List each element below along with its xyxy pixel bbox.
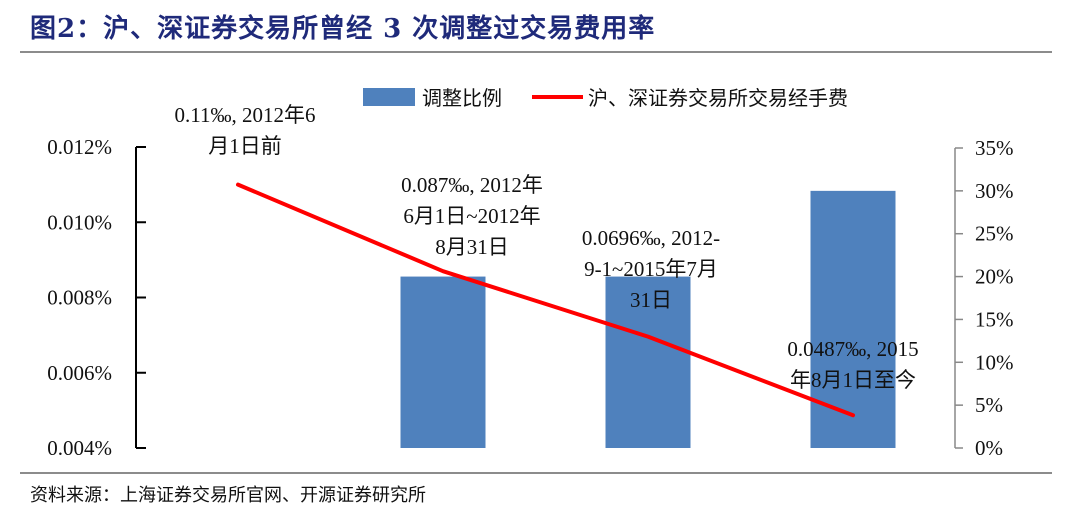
annotation-label: 31日 [630,288,672,312]
left-axis-tick-label: 0.012% [47,135,112,159]
right-axis-tick-label: 35% [975,136,1014,160]
right-axis-tick-label: 10% [975,350,1014,374]
legend-bar-label: 调整比例 [422,87,502,110]
annotation-label: 0.0696‰, 2012- [582,226,720,250]
right-axis-tick-label: 15% [975,307,1014,331]
bottom-divider [20,472,1052,474]
right-axis: 0% 5% 10% 15% 20% 25% 30% 35% [954,136,1014,460]
legend-line-label: 沪、深证券交易所交易经手费 [588,87,848,110]
annotation-label: 6月1日~2012年 [403,204,540,228]
right-axis-tick-label: 30% [975,179,1014,203]
figure-title: 图2：沪、深证券交易所曾经 3 次调整过交易费用率 [30,14,656,44]
bar [605,276,691,448]
left-axis-tick-label: 0.006% [47,361,112,385]
legend-bar-swatch [363,88,415,106]
annotation-label: 9-1~2015年7月 [584,257,718,281]
left-axis-tick-label: 0.008% [47,286,112,310]
left-axis-tick-label: 0.004% [47,436,112,460]
annotation-label: 0.087‰, 2012年 [401,173,543,197]
left-axis: 0.004% 0.006% 0.008% 0.010% 0.012% [47,135,146,460]
source-note: 资料来源：上海证券交易所官网、开源证券研究所 [30,485,426,506]
annotation-label: 0.11‰, 2012年6 [175,103,316,127]
fee-line-series [236,182,855,418]
left-axis-tick-label: 0.010% [47,210,112,234]
annotation-label: 月1日前 [208,134,282,158]
legend: 调整比例 沪、深证券交易所交易经手费 [363,87,848,110]
annotation-label: 0.0487‰, 2015 [787,337,918,361]
right-axis-tick-label: 0% [975,436,1003,460]
right-axis-tick-label: 5% [975,393,1003,417]
annotation-label: 8月31日 [435,235,509,259]
right-axis-tick-label: 20% [975,265,1014,289]
bar [400,276,486,448]
annotation-label: 年8月1日至今 [790,368,916,392]
right-axis-tick-label: 25% [975,222,1014,246]
data-annotations: 0.11‰, 2012年6 月1日前 0.087‰, 2012年 6月1日~2012年… [175,103,919,392]
top-divider [20,51,1052,53]
bar [810,190,896,448]
